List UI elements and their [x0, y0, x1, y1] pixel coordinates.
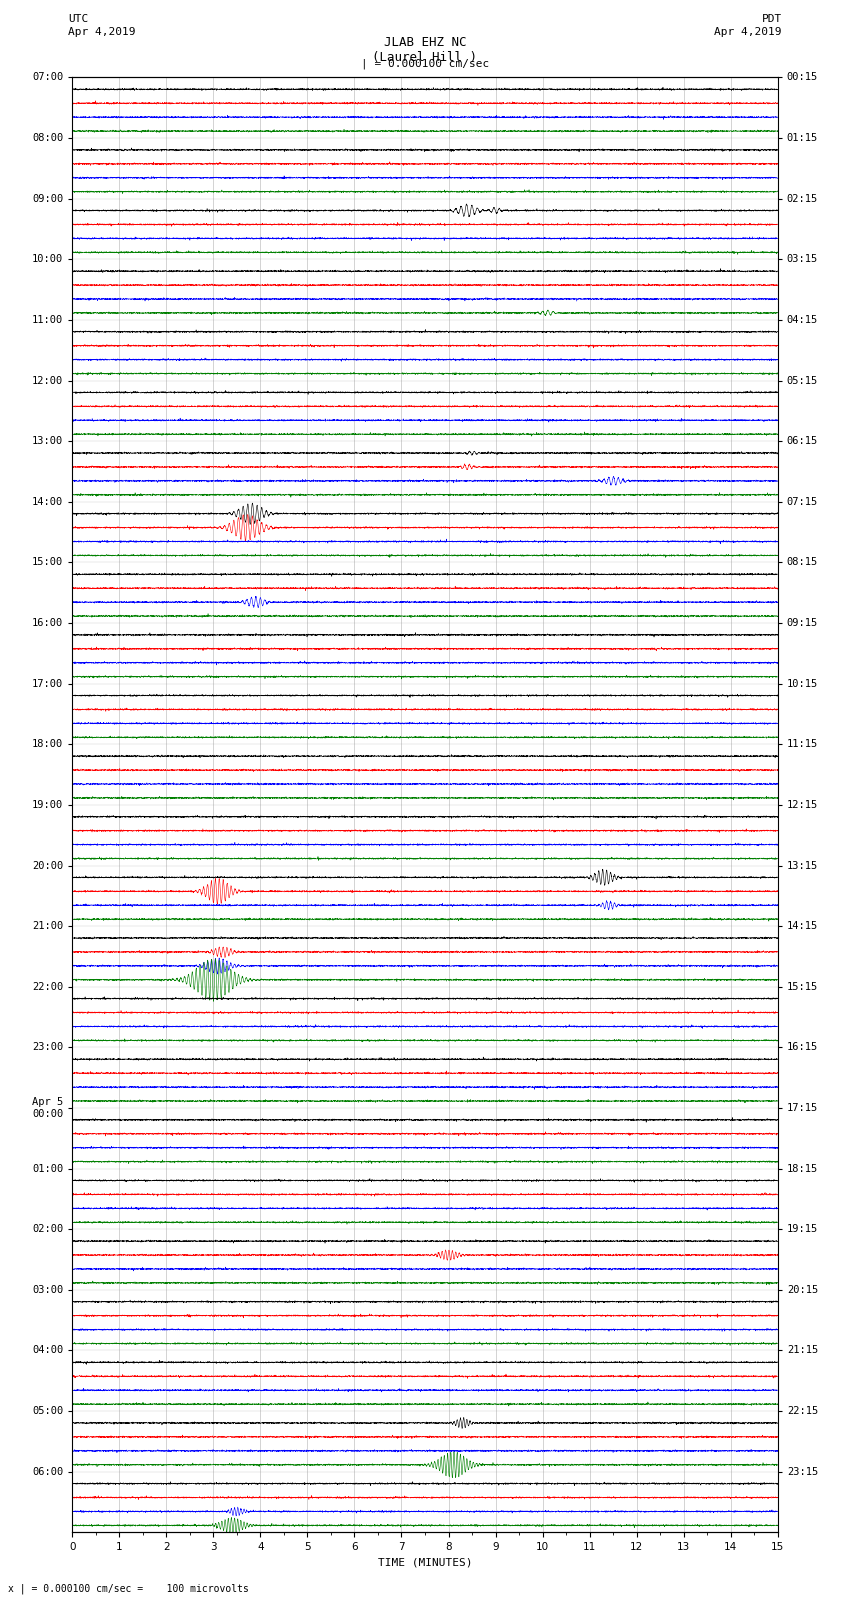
Text: PDT
Apr 4,2019: PDT Apr 4,2019: [715, 15, 782, 37]
Text: x | = 0.000100 cm/sec =    100 microvolts: x | = 0.000100 cm/sec = 100 microvolts: [8, 1582, 249, 1594]
Text: UTC
Apr 4,2019: UTC Apr 4,2019: [68, 15, 135, 37]
Text: | = 0.000100 cm/sec: | = 0.000100 cm/sec: [361, 58, 489, 69]
X-axis label: TIME (MINUTES): TIME (MINUTES): [377, 1558, 473, 1568]
Title: JLAB EHZ NC
(Laurel Hill ): JLAB EHZ NC (Laurel Hill ): [372, 35, 478, 65]
